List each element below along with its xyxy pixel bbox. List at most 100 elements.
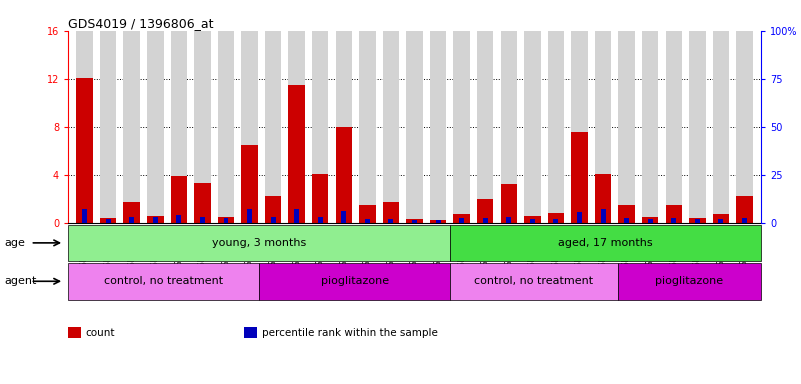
Bar bbox=[359, 205, 376, 223]
Bar bbox=[68, 225, 450, 261]
Bar bbox=[265, 31, 281, 223]
Bar bbox=[524, 31, 541, 223]
Bar bbox=[548, 213, 564, 223]
Bar bbox=[100, 218, 116, 223]
Bar bbox=[406, 219, 423, 223]
Bar bbox=[176, 215, 181, 223]
Bar bbox=[595, 31, 611, 223]
Bar bbox=[241, 145, 258, 223]
Bar bbox=[736, 31, 753, 223]
Text: percentile rank within the sample: percentile rank within the sample bbox=[262, 328, 438, 338]
Bar bbox=[312, 31, 328, 223]
Bar bbox=[595, 174, 611, 223]
Bar bbox=[477, 199, 493, 223]
Bar bbox=[241, 31, 258, 223]
Bar bbox=[271, 217, 276, 223]
Bar bbox=[742, 218, 747, 223]
Bar bbox=[713, 214, 729, 223]
Bar bbox=[200, 217, 205, 223]
Text: pioglitazone: pioglitazone bbox=[320, 276, 388, 286]
Bar bbox=[83, 209, 87, 223]
Bar bbox=[318, 217, 323, 223]
Bar bbox=[713, 31, 729, 223]
Bar bbox=[223, 218, 228, 223]
Bar bbox=[100, 31, 116, 223]
Bar bbox=[312, 174, 328, 223]
Text: pioglitazone: pioglitazone bbox=[655, 276, 723, 286]
Bar bbox=[642, 31, 658, 223]
Bar bbox=[642, 217, 658, 223]
Text: young, 3 months: young, 3 months bbox=[212, 238, 306, 248]
Bar bbox=[294, 210, 299, 223]
Text: age: age bbox=[4, 238, 25, 248]
Bar bbox=[553, 219, 558, 223]
Bar bbox=[171, 31, 187, 223]
Bar bbox=[577, 212, 582, 223]
Bar bbox=[412, 220, 417, 223]
Bar bbox=[648, 219, 653, 223]
Bar bbox=[459, 218, 464, 223]
Bar bbox=[147, 31, 163, 223]
Bar bbox=[450, 263, 618, 300]
Bar bbox=[618, 31, 635, 223]
Bar bbox=[260, 263, 450, 300]
Bar bbox=[406, 31, 423, 223]
Bar bbox=[388, 219, 393, 223]
Bar bbox=[106, 219, 111, 223]
Bar bbox=[123, 202, 140, 223]
Bar bbox=[453, 214, 470, 223]
Text: count: count bbox=[86, 328, 115, 338]
Bar bbox=[694, 219, 700, 223]
Bar bbox=[506, 217, 511, 223]
Bar bbox=[430, 220, 446, 223]
Bar bbox=[571, 131, 588, 223]
Bar bbox=[436, 220, 441, 223]
Bar bbox=[194, 31, 211, 223]
Bar bbox=[450, 225, 761, 261]
Text: control, no treatment: control, no treatment bbox=[104, 276, 223, 286]
Bar bbox=[501, 31, 517, 223]
Bar bbox=[383, 31, 399, 223]
Bar bbox=[359, 31, 376, 223]
Bar bbox=[265, 196, 281, 223]
Bar bbox=[671, 218, 676, 223]
Bar bbox=[288, 31, 305, 223]
Bar bbox=[601, 210, 606, 223]
Bar bbox=[718, 219, 723, 223]
Bar bbox=[288, 85, 305, 223]
Bar bbox=[477, 31, 493, 223]
Bar bbox=[453, 31, 470, 223]
Bar bbox=[365, 219, 370, 223]
Bar bbox=[336, 127, 352, 223]
Bar bbox=[341, 210, 346, 223]
Bar bbox=[123, 31, 140, 223]
Text: GDS4019 / 1396806_at: GDS4019 / 1396806_at bbox=[68, 17, 214, 30]
Bar bbox=[383, 202, 399, 223]
Bar bbox=[624, 218, 629, 223]
Bar bbox=[153, 217, 158, 223]
Bar bbox=[194, 183, 211, 223]
Bar bbox=[618, 263, 761, 300]
Bar bbox=[618, 205, 635, 223]
Bar bbox=[129, 217, 135, 223]
Bar bbox=[68, 263, 260, 300]
Bar bbox=[147, 215, 163, 223]
Bar bbox=[548, 31, 564, 223]
Bar bbox=[666, 205, 682, 223]
Bar bbox=[76, 78, 93, 223]
Bar bbox=[76, 31, 93, 223]
Bar bbox=[336, 31, 352, 223]
Bar bbox=[736, 196, 753, 223]
Text: control, no treatment: control, no treatment bbox=[474, 276, 594, 286]
Bar bbox=[218, 31, 234, 223]
Bar bbox=[571, 31, 588, 223]
Text: agent: agent bbox=[4, 276, 36, 286]
Bar bbox=[247, 210, 252, 223]
Text: aged, 17 months: aged, 17 months bbox=[558, 238, 653, 248]
Bar bbox=[666, 31, 682, 223]
Bar bbox=[530, 219, 535, 223]
Bar bbox=[501, 184, 517, 223]
Bar bbox=[689, 31, 706, 223]
Bar bbox=[430, 31, 446, 223]
Bar bbox=[483, 218, 488, 223]
